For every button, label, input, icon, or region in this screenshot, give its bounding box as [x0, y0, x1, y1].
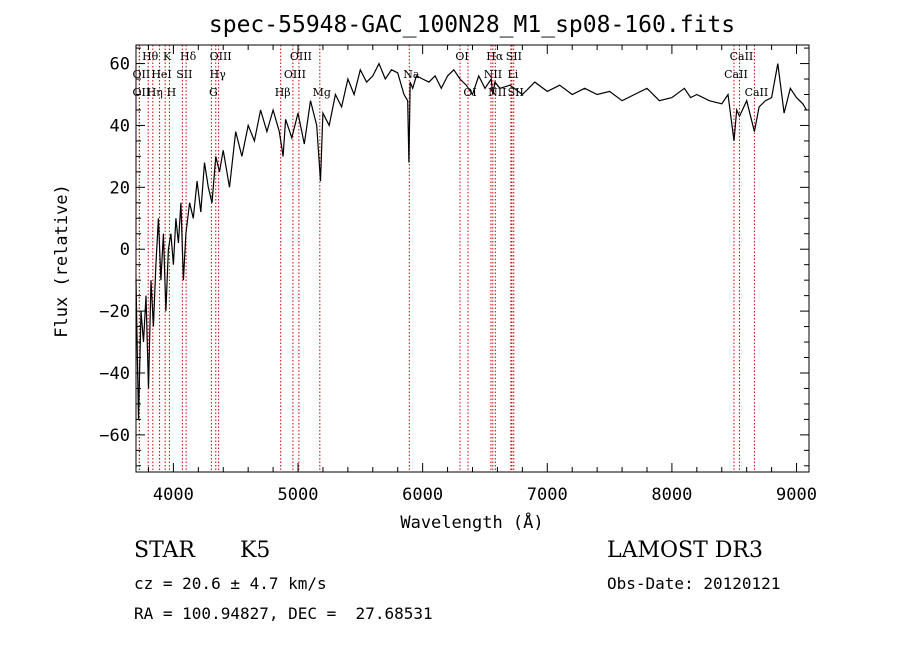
object-subclass: K5: [240, 538, 271, 563]
line-label-19: Hα: [486, 50, 504, 63]
x-tick-label-8000: 8000: [651, 485, 692, 505]
line-label-6: H: [167, 86, 177, 99]
line-label-14: Hβ: [275, 86, 291, 99]
line-label-25: CaII: [730, 50, 754, 63]
y-tick-label-40: 40: [110, 116, 130, 136]
x-tick-label-4000: 4000: [153, 485, 194, 505]
y-tick-label-0: 0: [120, 240, 130, 260]
line-label-24: SII: [508, 86, 524, 99]
x-axis-label: Wavelength (Å): [400, 511, 543, 533]
axis-ticks: 4000 5000 6000 7000 8000 9000 −60 −40 −20 0 20 40 60: [99, 45, 817, 505]
line-label-3: Hη: [147, 86, 163, 99]
y-axis-label: Flux (relative): [52, 184, 72, 338]
line-label-0: Hθ: [142, 50, 159, 63]
line-label-23: NII: [488, 86, 506, 99]
redshift-velocity: cz = 20.6 ± 4.7 km/s: [134, 574, 327, 593]
line-label-5: HeI: [151, 68, 171, 81]
line-label-21: NII: [484, 68, 502, 81]
line-label-26: CaII: [724, 68, 748, 81]
line-label-1: OII: [133, 68, 151, 81]
line-label-9: OIII: [210, 50, 232, 63]
y-tick-label--20: −20: [99, 302, 130, 322]
line-label-10: Hγ: [210, 68, 227, 81]
line-label-4: K: [163, 50, 172, 63]
y-tick-label--60: −60: [99, 426, 130, 446]
x-tick-label-5000: 5000: [278, 485, 319, 505]
spectrum-line: [135, 62, 808, 420]
line-label-22: Li: [507, 68, 518, 81]
y-tick-label-20: 20: [110, 178, 130, 198]
coordinates: RA = 100.94827, DEC = 27.68531: [134, 604, 433, 623]
object-class: STAR: [134, 538, 195, 563]
line-label-7: Hδ: [180, 50, 197, 63]
y-tick-label-60: 60: [110, 55, 130, 75]
line-label-11: G: [209, 86, 218, 99]
plot-frame: [135, 44, 810, 473]
line-label-15: Mg: [313, 86, 331, 99]
line-label-16: Na: [403, 68, 420, 81]
observation-date: Obs-Date: 20120121: [607, 574, 781, 593]
line-label-13: OIII: [284, 68, 306, 81]
line-label-27: CaII: [745, 86, 769, 99]
line-label-8: SII: [176, 68, 192, 81]
line-label-2: OII: [133, 86, 151, 99]
survey-name: LAMOST DR3: [607, 538, 763, 563]
line-label-17: OI: [455, 50, 468, 63]
line-label-12: OIII: [290, 50, 312, 63]
spectral-line-markers: [138, 45, 755, 472]
line-label-20: SII: [506, 50, 522, 63]
line-label-18: OI: [463, 86, 476, 99]
x-tick-label-6000: 6000: [402, 485, 443, 505]
chart-title: spec-55948-GAC_100N28_M1_sp08-160.fits: [209, 12, 735, 38]
x-tick-label-7000: 7000: [527, 485, 568, 505]
spectrum-series: [135, 62, 808, 420]
x-tick-label-9000: 9000: [776, 485, 817, 505]
y-tick-label--40: −40: [99, 364, 130, 384]
